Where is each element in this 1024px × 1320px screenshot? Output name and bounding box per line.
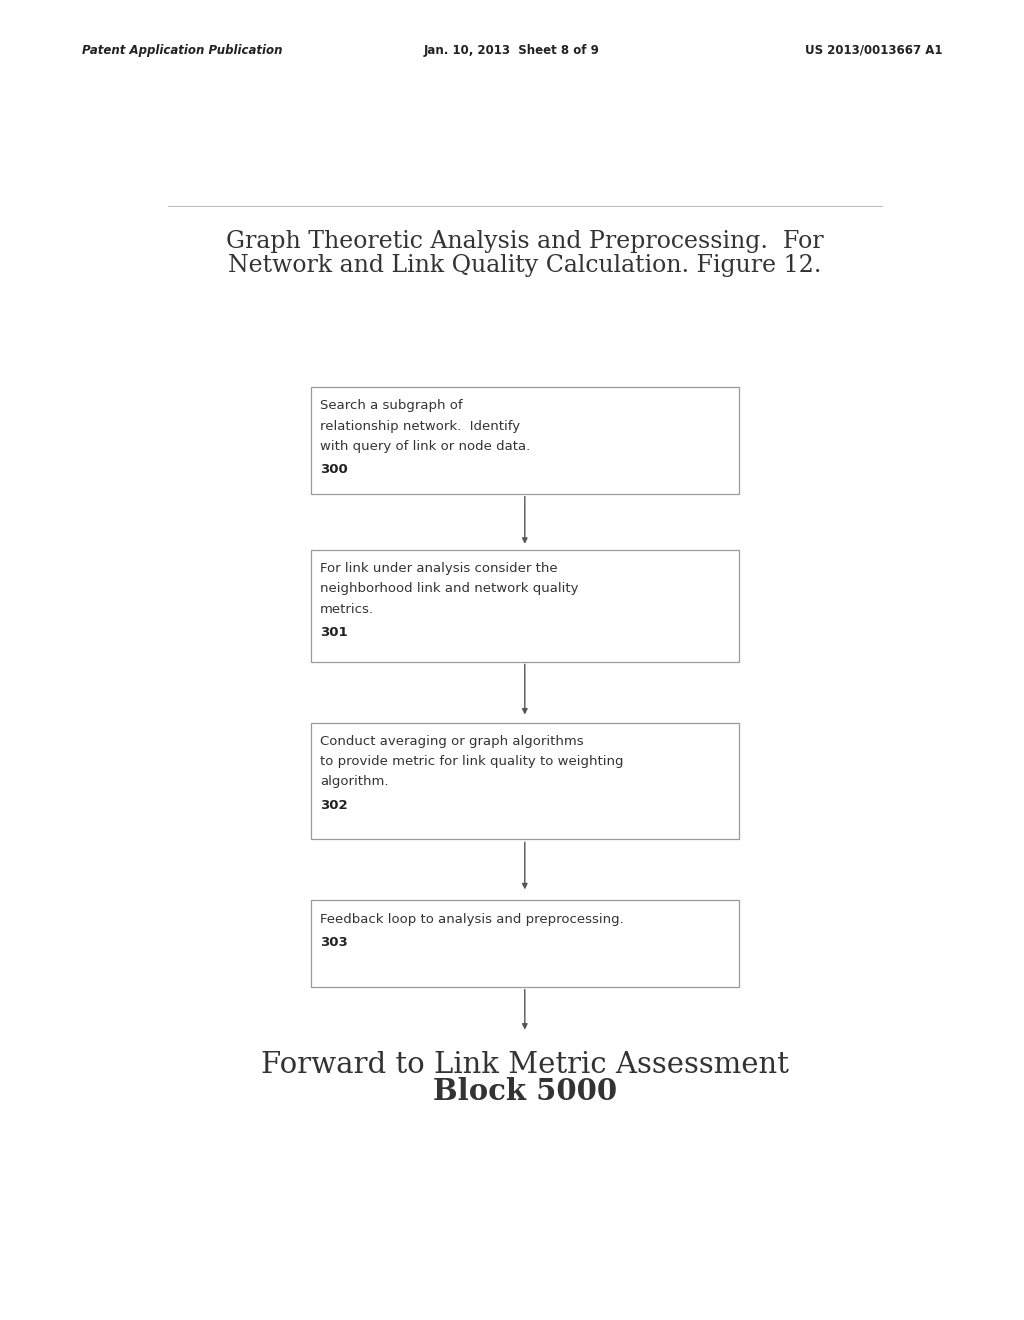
Text: algorithm.: algorithm. [321, 775, 388, 788]
Text: Conduct averaging or graph algorithms: Conduct averaging or graph algorithms [321, 735, 584, 747]
Text: US 2013/0013667 A1: US 2013/0013667 A1 [805, 44, 942, 57]
Text: relationship network.  Identify: relationship network. Identify [321, 420, 520, 433]
Text: For link under analysis consider the: For link under analysis consider the [321, 562, 558, 576]
Text: 302: 302 [321, 799, 348, 812]
Text: Feedback loop to analysis and preprocessing.: Feedback loop to analysis and preprocess… [321, 912, 624, 925]
Text: Jan. 10, 2013  Sheet 8 of 9: Jan. 10, 2013 Sheet 8 of 9 [424, 44, 600, 57]
FancyBboxPatch shape [310, 722, 739, 840]
Text: 303: 303 [321, 936, 348, 949]
Text: Forward to Link Metric Assessment: Forward to Link Metric Assessment [261, 1051, 788, 1078]
FancyBboxPatch shape [310, 549, 739, 661]
Text: Search a subgraph of: Search a subgraph of [321, 399, 463, 412]
Text: Network and Link Quality Calculation. Figure 12.: Network and Link Quality Calculation. Fi… [228, 253, 821, 277]
Text: to provide metric for link quality to weighting: to provide metric for link quality to we… [321, 755, 624, 768]
Text: 301: 301 [321, 626, 348, 639]
Text: with query of link or node data.: with query of link or node data. [321, 440, 530, 453]
Text: 300: 300 [321, 463, 348, 477]
Text: metrics.: metrics. [321, 602, 374, 615]
FancyBboxPatch shape [310, 900, 739, 987]
Text: neighborhood link and network quality: neighborhood link and network quality [321, 582, 579, 595]
Text: Block 5000: Block 5000 [433, 1077, 616, 1106]
FancyBboxPatch shape [310, 387, 739, 494]
Text: Graph Theoretic Analysis and Preprocessing.  For: Graph Theoretic Analysis and Preprocessi… [226, 230, 823, 253]
Text: Patent Application Publication: Patent Application Publication [82, 44, 283, 57]
